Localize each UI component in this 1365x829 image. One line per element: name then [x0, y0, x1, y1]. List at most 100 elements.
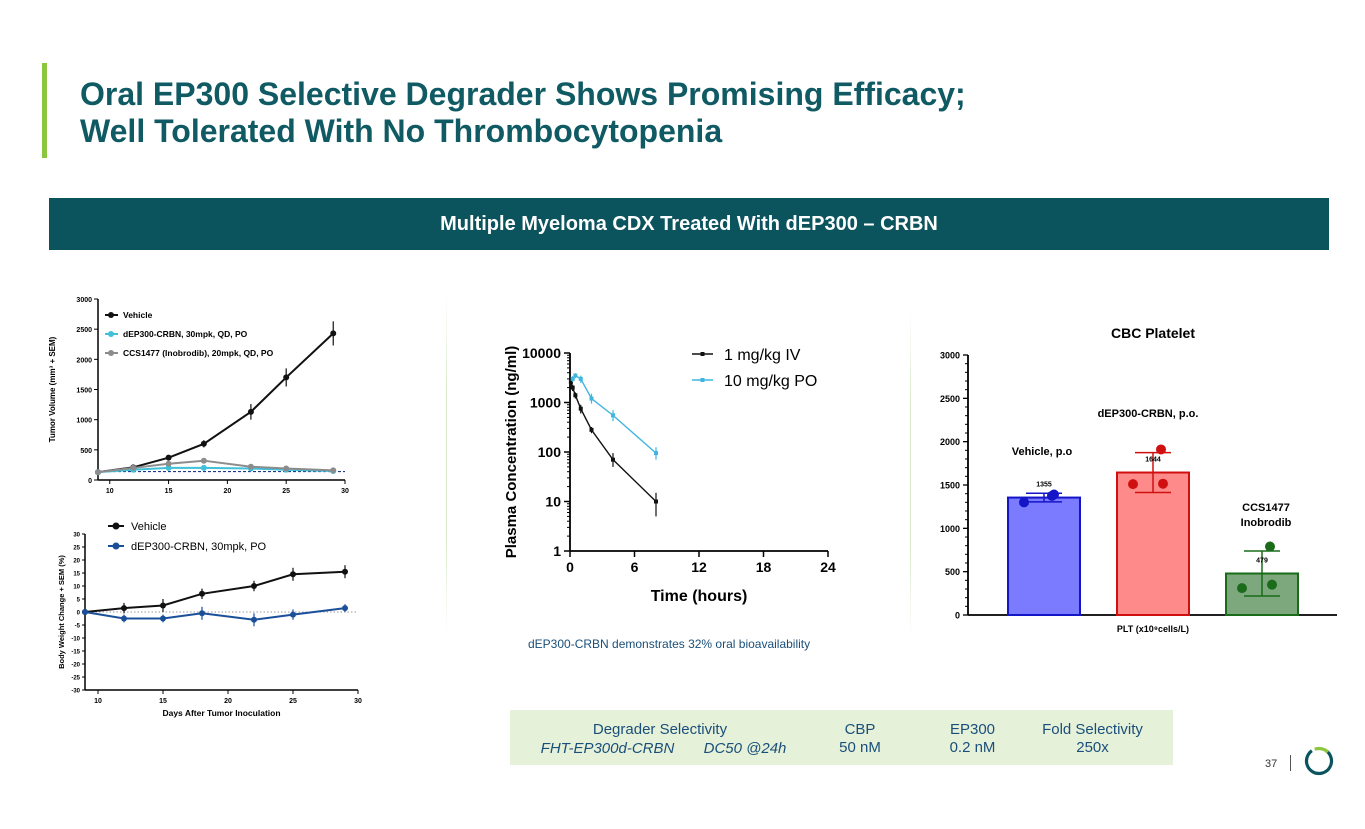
data-point [199, 610, 205, 617]
x-tick-label: 20 [224, 698, 232, 705]
y-tick-label: 500 [945, 567, 960, 577]
panel-divider-left [446, 295, 447, 635]
body-weight-chart: -30 -25 -20 -15 -10 -5 0 5 10 15 20 25 30 10 15 20 25 30 D… [57, 521, 362, 718]
y-tick-label: -20 [71, 663, 80, 669]
y-tick-label: 1500 [76, 388, 92, 395]
tumor-volume-chart: 0 500 1000 1500 2000 2500 3000 10 15 20 25 30 Tumor … [48, 297, 349, 495]
col-fold-value: 250x [1076, 739, 1109, 756]
data-point [200, 457, 207, 464]
y-tick-label: -25 [71, 676, 80, 682]
data-point [654, 499, 658, 504]
legend-swatch-dot [108, 312, 114, 318]
data-point [290, 611, 296, 618]
data-point [342, 605, 348, 612]
y-tick-label: 1 [553, 543, 561, 559]
y-tick-label: 500 [80, 448, 92, 455]
page-number: 37 [1265, 758, 1278, 770]
data-point [200, 464, 207, 471]
page-separator [1290, 755, 1291, 771]
legend-swatch-dot [700, 352, 705, 356]
page-title: Oral EP300 Selective Degrader Shows Prom… [80, 76, 966, 150]
y-tick-label: 3000 [76, 297, 92, 304]
selectivity-table: Degrader Selectivity FHT-EP300d-CRBN DC5… [510, 710, 1173, 765]
y-tick-label: -10 [71, 637, 80, 643]
y-tick-label: 100 [538, 444, 562, 460]
data-point [570, 376, 575, 381]
data-point [251, 616, 257, 623]
y-tick-label: 10 [73, 585, 80, 591]
title-accent-bar [42, 63, 47, 158]
legend-label: Vehicle [131, 521, 166, 533]
y-tick-label: 1000 [530, 395, 561, 411]
legend-label: 1 mg/kg IV [724, 347, 801, 364]
legend-label: Vehicle [123, 310, 153, 320]
data-point [330, 467, 337, 474]
data-point [251, 583, 257, 589]
data-point [82, 609, 88, 615]
y-tick-label: 15 [73, 572, 80, 578]
x-tick-label: 30 [354, 698, 362, 705]
data-point [342, 568, 348, 575]
data-point [589, 396, 594, 401]
data-point [283, 465, 290, 472]
data-point [589, 427, 594, 432]
bar-category-label: dEP300-CRBN, p.o. [1098, 408, 1199, 420]
legend-swatch-dot [108, 350, 114, 356]
data-point [121, 605, 127, 612]
legend-label: dEP300-CRBN, 30mpk, QD, PO [123, 329, 248, 339]
data-point [1267, 579, 1277, 590]
y-tick-label: 10 [545, 494, 561, 510]
x-tick-label: 30 [341, 488, 349, 495]
selectivity-assay: DC50 @24h [703, 740, 787, 757]
legend-label: dEP300-CRBN, 30mpk, PO [131, 541, 267, 553]
bar-value-label: 1644 [1145, 457, 1161, 464]
data-point [611, 413, 615, 418]
legend-swatch-dot [108, 331, 114, 337]
data-point [573, 393, 578, 398]
pk-chart: 1 10 100 1000 10000 0 6 12 18 24 Time (hours) Plasm… [503, 345, 836, 605]
data-point [611, 457, 615, 462]
selectivity-compound: FHT-EP300d-CRBN [540, 740, 675, 757]
data-point [1158, 478, 1168, 489]
data-point [247, 463, 254, 470]
page-title-line2: Well Tolerated With No Thrombocytopenia [80, 113, 723, 149]
y-tick-label: 0 [88, 478, 92, 485]
section-banner-text: Multiple Myeloma CDX Treated With dEP300… [440, 212, 938, 235]
company-logo-icon [1304, 746, 1334, 776]
y-tick-label: -30 [71, 689, 80, 695]
x-tick-label: 20 [223, 488, 231, 495]
y-tick-label: 25 [73, 546, 80, 552]
col-ep300-header: EP300 [949, 721, 996, 738]
x-tick-label: 0 [566, 559, 574, 575]
bar-category-label: Inobrodib [1241, 517, 1292, 529]
x-tick-label: 6 [631, 559, 639, 575]
data-point [247, 408, 254, 415]
legend-swatch-dot [112, 522, 120, 530]
data-point [578, 406, 583, 411]
data-point [200, 440, 207, 447]
x-tick-label: 25 [282, 488, 290, 495]
x-axis-label: Days After Tumor Inoculation [162, 708, 280, 718]
y-tick-label: 20 [73, 559, 80, 565]
x-axis-label: Time (hours) [651, 588, 748, 605]
data-point [1047, 490, 1057, 501]
bar-value-label: 1355 [1036, 482, 1052, 489]
y-tick-label: 2500 [940, 394, 960, 404]
data-point [568, 379, 573, 384]
section-banner: Multiple Myeloma CDX Treated With dEP300… [49, 198, 1329, 250]
data-point [165, 460, 172, 467]
data-point [290, 571, 296, 578]
x-tick-label: 15 [165, 488, 173, 495]
x-tick-label: 18 [756, 559, 772, 575]
x-tick-label: 15 [159, 698, 167, 705]
data-point [165, 454, 172, 461]
data-point [1019, 497, 1029, 508]
data-point [654, 451, 658, 456]
y-tick-label: 30 [73, 533, 80, 539]
data-point [573, 373, 578, 378]
col-cbp-header: CBP [844, 721, 876, 738]
y-tick-label: 0 [955, 611, 960, 621]
data-point [95, 469, 101, 476]
bar [1116, 471, 1190, 616]
y-tick-label: 1500 [940, 481, 960, 491]
